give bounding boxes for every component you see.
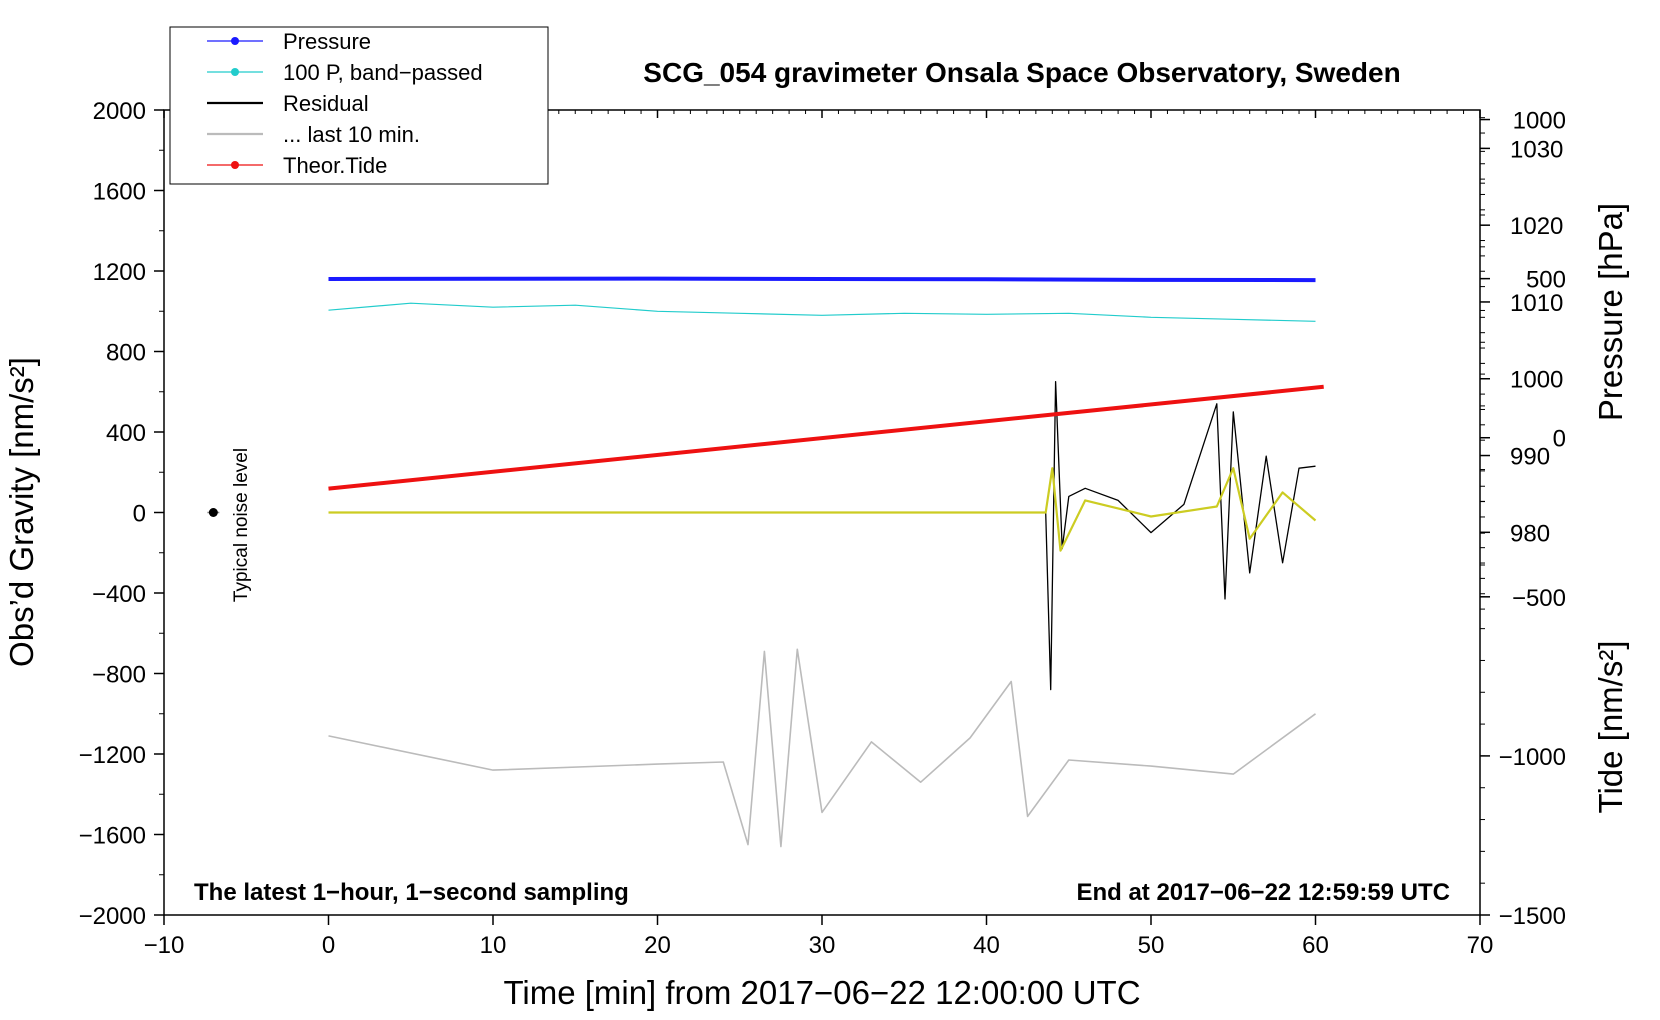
y-left-tick-label: 2000 [93, 98, 146, 125]
legend-label: ... last 10 min. [283, 122, 420, 147]
y-right-bottom-tick-label: −1000 [1499, 744, 1566, 771]
legend-box [169, 26, 549, 185]
chart-title: SCG_054 gravimeter Onsala Space Observat… [643, 57, 1400, 88]
y-left-tick-label: −800 [92, 662, 146, 689]
x-tick-label: 20 [644, 932, 671, 959]
y-right-top-tick-label: 990 [1510, 444, 1550, 471]
x-axis-label: Time [min] from 2017−06−22 12:00:00 UTC [503, 974, 1140, 1011]
y-left-tick-label: −1600 [79, 823, 146, 850]
y-left-axis-label: Obs’d Gravity [nm/s²] [3, 357, 40, 667]
y-left-tick-label: 400 [106, 420, 146, 447]
series-line-residual-filtered [328, 467, 1317, 552]
x-tick-label: 60 [1302, 932, 1329, 959]
y-right-bottom-axis-ticks: 1000 500 0 −500 −1000 −1500 [1480, 108, 1566, 930]
y-left-tick-label: −400 [92, 581, 146, 608]
y-right-bottom-axis-label: Tide [nm/s²] [1592, 641, 1629, 814]
x-tick-label: 40 [973, 932, 1000, 959]
legend: Pressure 100 P, band−passed Residual ... la… [169, 26, 549, 185]
y-right-top-tick-label: 980 [1510, 520, 1550, 547]
y-right-bottom-tick-label: 1000 [1513, 108, 1566, 135]
y-right-top-axis-label: Pressure [hPa] [1592, 203, 1629, 421]
series-line-last-10-min [328, 648, 1316, 848]
x-tick-label: 30 [809, 932, 836, 959]
x-tick-label: −10 [144, 932, 185, 959]
x-tick-label: 10 [480, 932, 507, 959]
series-line-residual [328, 381, 1316, 691]
x-tick-label: 70 [1467, 932, 1494, 959]
y-right-top-tick-label: 1030 [1510, 136, 1563, 163]
series-line-100-p-band-passed [328, 302, 1316, 322]
y-right-bottom-tick-label: 0 [1553, 426, 1566, 453]
y-right-bottom-tick-label: −500 [1512, 585, 1566, 612]
x-tick-label: 0 [322, 932, 335, 959]
y-left-tick-label: −1200 [79, 742, 146, 769]
legend-swatch-dot [231, 37, 239, 45]
legend-label: Pressure [283, 29, 371, 54]
x-tick-label: 50 [1138, 932, 1165, 959]
y-left-tick-label: 1200 [93, 259, 146, 286]
x-axis-ticks: −10 0 10 20 30 40 50 60 70 [144, 110, 1494, 959]
y-right-top-tick-label: 1000 [1510, 367, 1563, 394]
y-left-tick-label: 800 [106, 340, 146, 367]
noise-marker [207, 508, 220, 517]
y-left-tick-label: −2000 [79, 903, 146, 930]
legend-swatch-dot [231, 68, 239, 76]
y-left-axis-label-main: Obs’d Gravity [nm/s²] [3, 357, 40, 667]
y-left-tick-label: 1600 [93, 179, 146, 206]
series-line-pressure [328, 276, 1316, 283]
y-left-axis-ticks: 2000 1600 1200 800 400 0 −400 −800 −1200 −1600 −20… [79, 98, 164, 930]
legend-label: 100 P, band−passed [283, 60, 483, 85]
y-right-top-axis-ticks: 1030 1020 1010 1000 990 980 [1480, 117, 1563, 610]
series-line-theor-tide [328, 384, 1324, 491]
legend-label: Residual [283, 91, 369, 116]
legend-entries: Pressure 100 P, band−passed Residual ... la… [207, 29, 483, 178]
legend-swatch-dot [231, 161, 239, 169]
y-right-top-tick-label: 1010 [1510, 290, 1563, 317]
y-right-bottom-tick-label: −1500 [1499, 903, 1566, 930]
end-time-note: End at 2017−06−22 12:59:59 UTC [1076, 879, 1450, 906]
series-layer [328, 276, 1324, 848]
noise-label: Typical noise level [231, 448, 252, 602]
sampling-note: The latest 1−hour, 1−second sampling [194, 879, 629, 906]
y-left-tick-label: 0 [133, 501, 146, 528]
noise-point [208, 508, 218, 517]
legend-label: Theor.Tide [283, 153, 387, 178]
y-right-bottom-tick-label: 500 [1526, 267, 1566, 294]
y-right-top-tick-label: 1020 [1510, 213, 1563, 240]
